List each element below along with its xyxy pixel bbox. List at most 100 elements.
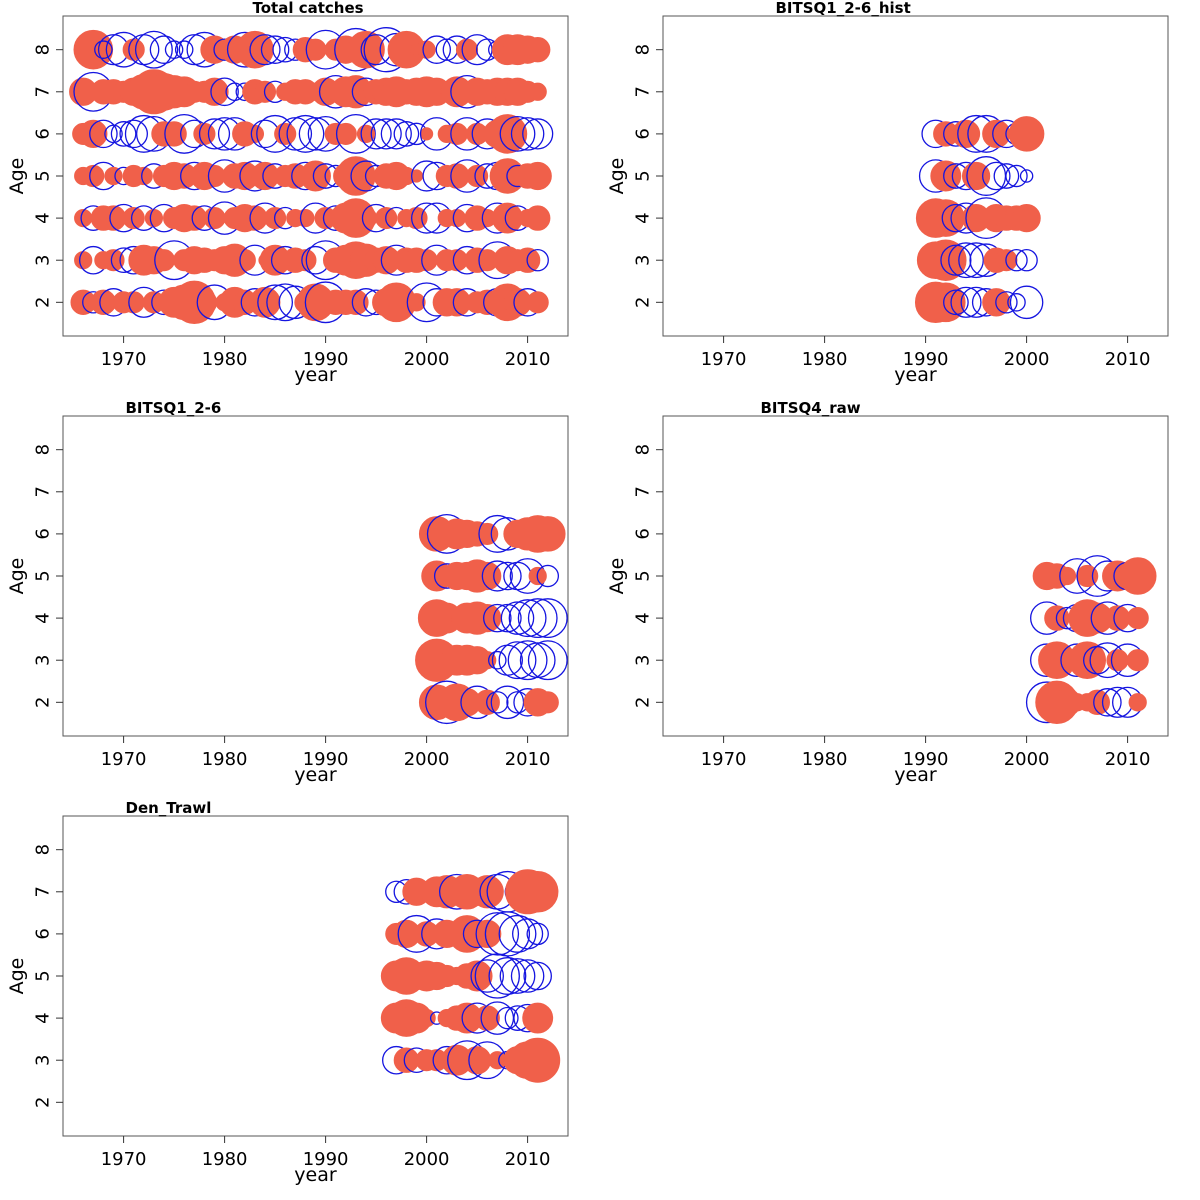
bubble-age5-2008 — [493, 561, 522, 591]
bubble-age6-1987 — [278, 117, 313, 151]
bubble-age8-2000 — [417, 40, 436, 59]
bubble-age6-2010 — [510, 117, 545, 151]
bubble-age4-2007 — [483, 603, 512, 633]
bubble-age6-1968 — [89, 119, 118, 149]
panel-title: BITSQ1_2-6_hist — [776, 0, 911, 17]
bubble-age5-1992 — [930, 160, 962, 192]
y-tick-label: 6 — [33, 528, 54, 539]
bubble-age7-1981 — [225, 82, 244, 102]
bubble-age3-2009 — [498, 641, 537, 680]
bubble-age4-2006 — [474, 1005, 500, 1031]
bubble-age8-1968 — [94, 40, 113, 59]
y-tick-label: 6 — [33, 928, 54, 939]
bubble-age4-2008 — [493, 603, 522, 633]
x-tick-label: 2000 — [1004, 749, 1050, 770]
bubble-age4-1977 — [181, 205, 208, 231]
panel-2: BITSQ1_2-6_hist 1970 1980 1990 2000 2010 2 3 4 5 6… — [606, 0, 1169, 386]
bubble-age3-2011 — [515, 1037, 561, 1083]
x-tick-label: 2010 — [1105, 349, 1151, 370]
x-tick-label: 2000 — [404, 749, 450, 770]
bubble-age6-2011 — [526, 922, 549, 946]
bubble-age6-2006 — [476, 522, 499, 545]
bubble-age6-1967 — [79, 119, 108, 149]
bubble-age3-2010 — [507, 640, 548, 681]
bubble-age5-2010 — [510, 959, 545, 993]
y-tick-label: 8 — [633, 44, 654, 55]
bubble-age4-2010 — [508, 599, 547, 638]
bubble-age5-2011 — [1118, 557, 1157, 595]
bubble-age3-1999 — [1005, 248, 1028, 272]
bubble-age6-2009 — [498, 914, 537, 953]
x-tick-label: 1980 — [202, 349, 248, 370]
x-tick-label: 1980 — [802, 749, 848, 770]
y-axis-label: Age — [606, 558, 628, 595]
bubble-age6-1993 — [335, 113, 376, 154]
y-tick-label: 4 — [633, 212, 654, 223]
panel-title: Total catches — [253, 0, 364, 17]
bubble-age3-1966 — [74, 251, 93, 270]
bubble-age8-2004 — [455, 38, 479, 61]
bubble-age6-1986 — [274, 122, 297, 145]
bubble-age8-1984 — [249, 34, 281, 66]
bubble-age6-1994 — [951, 119, 981, 149]
x-axis-label: year — [894, 764, 937, 786]
bubble-age5-1993 — [336, 156, 376, 196]
y-tick-label: 3 — [633, 254, 654, 265]
bubble-age4-2011 — [517, 598, 558, 639]
x-axis-label: year — [294, 364, 337, 386]
bubble-age4-1988 — [296, 208, 315, 228]
bubble-age6-1979 — [198, 118, 231, 150]
bubble-age5-1997 — [982, 161, 1011, 191]
y-tick-label: 7 — [33, 486, 54, 497]
bubble-age3-2011 — [519, 642, 556, 679]
bubble-age8-2011 — [525, 36, 551, 63]
bubble-age5-1967 — [82, 164, 105, 188]
bubble-age6-2003 — [445, 122, 468, 145]
bubble-age3-2000 — [415, 249, 438, 272]
bubble-age5-1995 — [961, 161, 991, 191]
bubble-age4-2003 — [447, 208, 467, 228]
bubble-age3-2005 — [462, 1046, 492, 1075]
x-tick-label: 2000 — [1004, 349, 1050, 370]
y-tick-label: 6 — [33, 128, 54, 139]
bubble-age2-1999 — [1007, 293, 1026, 312]
bubble-age2-1978 — [191, 289, 218, 316]
x-tick-label: 1990 — [903, 749, 949, 770]
bubble-age6-1995 — [360, 118, 392, 150]
bubble-age3-1982 — [233, 249, 256, 272]
bubble-age5-2011 — [523, 161, 552, 191]
bubble-age2-2011 — [526, 291, 549, 314]
bubble-age5-2005 — [461, 960, 493, 992]
y-tick-label: 2 — [33, 297, 54, 308]
bubble-age5-1969 — [104, 166, 123, 186]
bubble-age3-1988 — [294, 249, 317, 272]
y-tick-label: 5 — [33, 970, 54, 981]
bubble-age4-1983 — [242, 205, 268, 231]
bubble-age2-1998 — [995, 291, 1018, 314]
bubble-age6-2008 — [487, 114, 528, 154]
bubble-age4-2000 — [1012, 203, 1041, 233]
bubble-age8-1985 — [260, 35, 290, 64]
y-tick-label: 6 — [633, 528, 654, 539]
bubble-age2-2012 — [536, 691, 559, 714]
bubble-age4-2011 — [525, 205, 551, 231]
bubble-age8-1976 — [174, 40, 194, 59]
panel-title: BITSQ4_raw — [761, 399, 861, 417]
y-tick-label: 5 — [633, 570, 654, 581]
x-tick-label: 1980 — [202, 1149, 248, 1170]
bubble-age6-1998 — [393, 121, 420, 147]
plot-frame — [662, 15, 1169, 337]
bubble-age2-1984 — [249, 286, 281, 318]
x-tick-label: 2000 — [404, 349, 450, 370]
y-tick-label: 8 — [33, 844, 54, 855]
bubble-age5-1972 — [134, 166, 153, 186]
bubble-age5-2005 — [466, 164, 489, 188]
bubble-age2-2008 — [1093, 688, 1122, 717]
bubble-age7-1980 — [210, 77, 239, 107]
bubble-age5-1989 — [300, 160, 331, 192]
x-tick-label: 1980 — [802, 349, 848, 370]
x-tick-label: 1970 — [101, 749, 147, 770]
y-tick-label: 3 — [33, 1054, 54, 1065]
y-tick-label: 3 — [633, 654, 654, 665]
